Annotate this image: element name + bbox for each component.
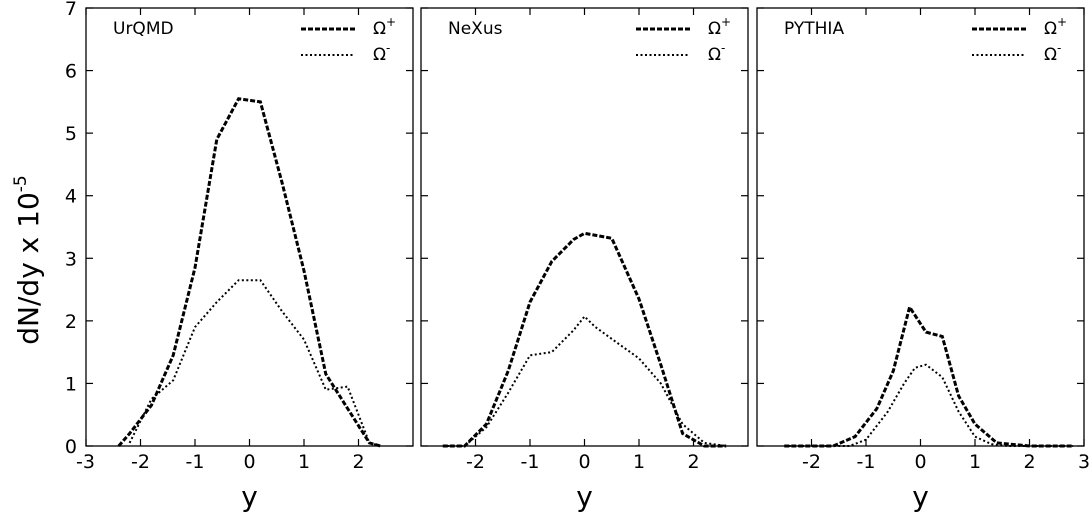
x-tick-label: -3 [76, 451, 95, 473]
x-axis-title: y [576, 480, 593, 513]
panel-label: PYTHIA [784, 19, 844, 39]
x-tick-label: 2 [687, 451, 699, 473]
series-line-omega-minus [128, 279, 381, 447]
x-tick-label: 1 [298, 451, 310, 473]
x-tick-label: 0 [243, 451, 255, 473]
y-tick-label: 7 [65, 0, 77, 20]
y-tick-label: 5 [65, 123, 77, 145]
x-tick-label: 1 [969, 451, 981, 473]
x-tick-label: 0 [578, 451, 590, 473]
y-tick-label: 3 [65, 248, 77, 270]
x-tick-label: 3 [1078, 451, 1089, 473]
panel-urqmd: 0 1 2 3 4 5 6 7 -3 -2 -1 0 1 2 y UrQMD Ω+Ω- [65, 0, 414, 513]
panel-frame [420, 7, 749, 447]
y-axis-title-exponent: -5 [11, 175, 31, 192]
x-tick-label: -2 [131, 451, 150, 473]
x-axis-title: y [912, 480, 929, 513]
panel-frame [756, 7, 1085, 447]
legend-label: Ω+ [1044, 15, 1067, 39]
x-tick-label: 2 [1023, 451, 1035, 473]
y-axis-title: dN/dy x 10-5 [11, 175, 45, 344]
panel-pythia: -2 -1 0 1 2 3 y PYTHIA Ω+Ω- [756, 7, 1089, 513]
x-tick-label: -2 [802, 451, 821, 473]
legend-label: Ω- [373, 41, 390, 65]
legend-label: Ω- [708, 41, 725, 65]
series-line-omega-plus [117, 97, 381, 448]
x-tick-label: -1 [186, 451, 205, 473]
y-tick-label: 4 [65, 186, 77, 208]
legend-label: Ω+ [373, 15, 396, 39]
series-line-omega-minus [784, 363, 1074, 447]
y-tick-label: 0 [65, 436, 77, 458]
series-line-omega-plus [442, 231, 727, 448]
panel-frame [85, 7, 414, 447]
x-tick-label: -2 [466, 451, 485, 473]
y-axis-title-main: dN/dy x 10 [12, 192, 45, 345]
y-tick-label: 1 [65, 373, 77, 395]
x-tick-label: 0 [914, 451, 926, 473]
x-tick-label: 2 [352, 451, 364, 473]
x-tick-label: 1 [633, 451, 645, 473]
x-axis-title: y [241, 480, 258, 513]
panel-label: UrQMD [113, 19, 174, 39]
x-tick-label: -1 [857, 451, 876, 473]
y-tick-label: 6 [65, 61, 77, 83]
panel-label: NeXus [448, 19, 503, 39]
series-line-omega-plus [784, 303, 1074, 448]
legend-label: Ω- [1044, 41, 1061, 65]
panel-nexus: -2 -1 0 1 2 y NeXus Ω+Ω- [420, 7, 749, 513]
legend-label: Ω+ [708, 15, 731, 39]
series-line-omega-minus [442, 315, 727, 447]
x-tick-label: -1 [521, 451, 540, 473]
y-tick-label: 2 [65, 311, 77, 333]
